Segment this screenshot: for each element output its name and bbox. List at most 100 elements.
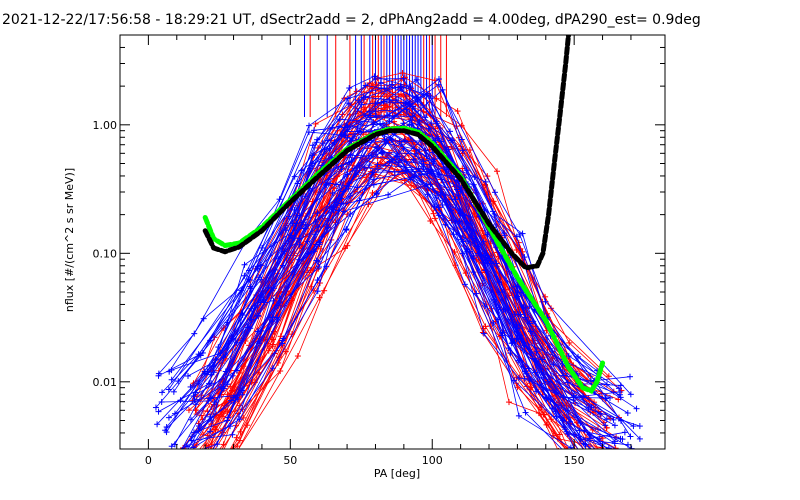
data-point	[155, 408, 162, 415]
data-point	[291, 173, 298, 180]
fit-curve	[202, 125, 606, 394]
x-tick-label: 0	[145, 454, 152, 467]
data-point	[552, 408, 559, 415]
data-point	[259, 244, 266, 251]
series-trace	[177, 83, 533, 382]
data-point	[420, 91, 427, 98]
data-point	[329, 190, 336, 197]
series-trace	[212, 170, 617, 449]
data-point	[222, 368, 229, 375]
data-point	[158, 398, 165, 405]
data-point	[409, 113, 416, 120]
data-point	[507, 350, 514, 357]
data-point	[584, 451, 590, 457]
data-point	[516, 231, 523, 238]
data-point	[347, 192, 354, 199]
data-point	[439, 201, 446, 208]
data-point	[344, 134, 351, 141]
data-point	[400, 75, 407, 82]
data-point	[196, 423, 203, 430]
data-point	[304, 250, 311, 257]
data-point	[471, 174, 478, 181]
data-point	[408, 182, 415, 189]
data-point	[340, 208, 347, 215]
data-point	[490, 296, 497, 303]
data-point	[370, 121, 377, 128]
data-point	[294, 180, 301, 187]
data-point	[484, 231, 491, 238]
data-point	[413, 94, 420, 101]
data-point	[610, 478, 616, 484]
data-point	[190, 455, 196, 461]
data-point	[610, 416, 617, 423]
data-point	[388, 81, 395, 88]
data-point	[604, 458, 610, 464]
data-point	[481, 302, 488, 309]
data-point	[606, 394, 613, 401]
data-point	[611, 440, 618, 447]
data-point	[340, 188, 347, 195]
data-point	[233, 434, 240, 441]
data-point	[562, 426, 569, 433]
data-point	[248, 305, 255, 312]
data-point	[321, 287, 328, 294]
data-point	[403, 159, 410, 166]
data-point	[193, 441, 200, 448]
data-point	[615, 385, 622, 392]
data-point	[538, 369, 545, 376]
data-point	[273, 314, 280, 321]
data-point	[614, 455, 620, 461]
y-tick-label: 1.00	[93, 119, 118, 132]
data-point	[412, 150, 419, 157]
data-point	[279, 340, 286, 347]
data-point	[605, 467, 611, 473]
data-point	[416, 117, 423, 124]
data-point	[312, 120, 319, 127]
series-trace	[225, 161, 615, 444]
data-point	[344, 124, 351, 131]
data-point	[486, 255, 493, 262]
data-point	[371, 73, 378, 80]
x-tick-label: 100	[422, 454, 443, 467]
data-point	[470, 252, 477, 259]
data-point	[326, 145, 333, 152]
data-point	[581, 427, 588, 434]
data-point	[218, 461, 224, 467]
data-point	[582, 441, 589, 448]
data-point	[596, 478, 602, 484]
data-point	[624, 410, 631, 417]
data-point	[185, 373, 192, 380]
data-point	[461, 281, 468, 288]
data-point	[514, 283, 521, 290]
data-point	[154, 421, 161, 428]
data-point	[594, 447, 596, 449]
data-point	[467, 213, 474, 220]
data-point	[582, 476, 588, 482]
data-point	[213, 463, 219, 469]
data-point	[306, 122, 313, 129]
data-point	[237, 428, 244, 435]
data-point	[374, 161, 381, 168]
series-trace	[212, 155, 579, 449]
data-point	[356, 197, 363, 204]
data-point	[612, 481, 618, 487]
data-point	[341, 245, 348, 252]
data-point	[168, 376, 175, 383]
data-point	[410, 103, 417, 110]
data-point	[628, 454, 634, 460]
data-point	[353, 88, 360, 95]
data-point	[396, 138, 403, 145]
data-point	[256, 274, 263, 281]
data-point	[480, 238, 487, 245]
data-point	[277, 368, 284, 375]
y-axis: 0.01 0.10 1.00	[93, 34, 665, 450]
data-point	[627, 433, 634, 440]
data-point	[515, 412, 522, 419]
data-point	[630, 423, 637, 430]
plot-frame	[119, 34, 666, 450]
data-point	[626, 480, 632, 486]
series-trace	[166, 129, 606, 433]
data-point	[270, 297, 277, 304]
data-point	[625, 479, 631, 485]
data-point	[424, 165, 431, 172]
